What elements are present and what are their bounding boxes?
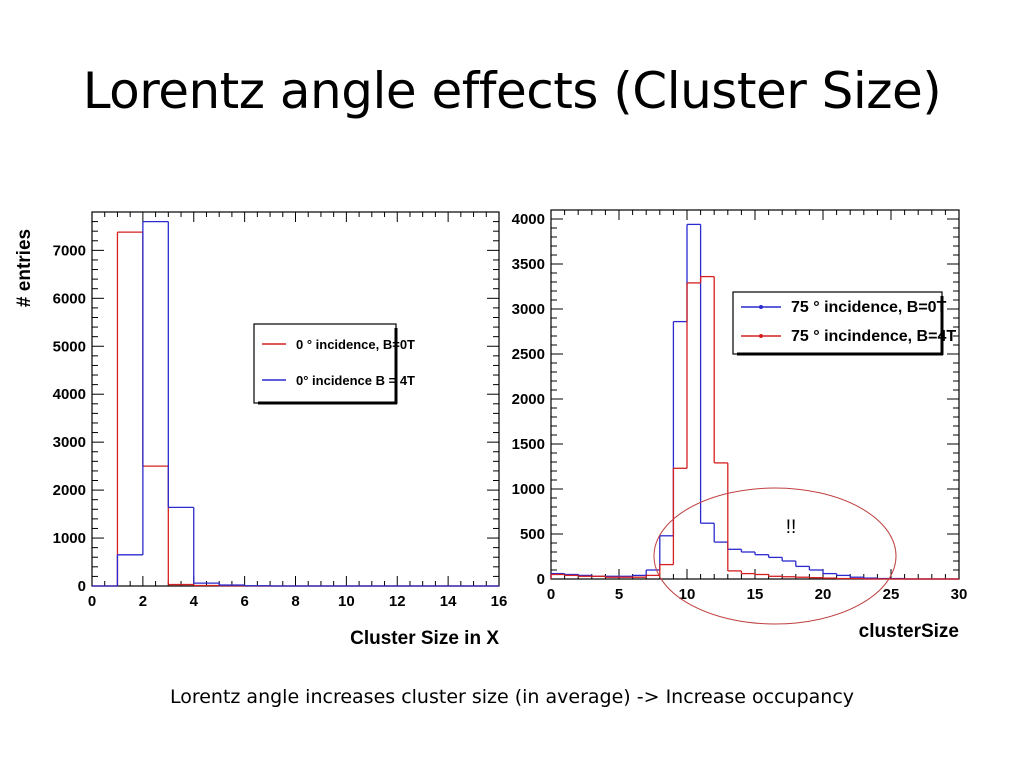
- y-tick-label: 3000: [512, 301, 545, 318]
- legend: 75 ° incidence, B=0T 75 ° incindence, B=4…: [732, 291, 956, 356]
- legend-box: [732, 291, 943, 355]
- y-tick-label: 3500: [512, 256, 545, 273]
- series-0: [550, 223, 959, 580]
- y-tick-label: 2000: [512, 391, 545, 408]
- x-tick-label: 25: [883, 586, 900, 603]
- x-tick-label: 14: [440, 593, 457, 610]
- y-tick-label: 0: [537, 571, 545, 588]
- slide-caption: Lorentz angle increases cluster size (in…: [169, 686, 855, 708]
- y-tick-label: 2500: [512, 346, 545, 363]
- x-tick-label: 4: [190, 593, 199, 610]
- x-axis-title: clusterSize: [859, 621, 959, 642]
- x-tick-label: 10: [679, 586, 696, 603]
- legend-label: 0 ° incidence, B=0T: [296, 337, 415, 352]
- slide-title: Lorentz angle effects (Cluster Size): [82, 62, 942, 120]
- x-tick-label: 0: [547, 586, 555, 603]
- x-tick-label: 10: [338, 593, 355, 610]
- y-tick-label: 1000: [53, 530, 86, 547]
- legend-marker: [759, 305, 763, 309]
- series-1: [550, 275, 959, 580]
- y-tick-label: 1500: [512, 436, 545, 453]
- legend-label: 0° incidence B = 4T: [296, 373, 415, 388]
- x-tick-label: 30: [951, 586, 968, 603]
- y-tick-label: 7000: [53, 242, 86, 259]
- x-tick-label: 8: [291, 593, 299, 610]
- annotation-text: !!: [786, 517, 797, 538]
- y-tick-label: 4000: [512, 211, 545, 228]
- legend-marker: [759, 334, 763, 338]
- x-tick-label: 15: [747, 586, 764, 603]
- x-tick-label: 6: [240, 593, 248, 610]
- y-tick-label: 0: [78, 578, 86, 595]
- x-tick-label: 0: [88, 593, 96, 610]
- x-tick-label: 12: [389, 593, 406, 610]
- legend-box: [253, 323, 397, 404]
- legend: 0 ° incidence, B=0T 0° incidence B = 4T: [253, 323, 415, 405]
- chart-left-cluster-size-x: 0 2 4 6 8 10 12 14 16 0 1000 2000 3000 4000 5000 6000 70…: [14, 211, 508, 649]
- y-tick-label: 500: [520, 526, 545, 543]
- x-axis-title: Cluster Size in X: [350, 628, 499, 649]
- y-tick-label: 6000: [53, 290, 86, 307]
- legend-label: 75 ° incidence, B=0T: [791, 299, 947, 316]
- y-tick-label: 3000: [53, 434, 86, 451]
- y-tick-label: 5000: [53, 338, 86, 355]
- plot-frame: [550, 209, 960, 580]
- x-tick-label: 2: [139, 593, 147, 610]
- chart-right-cluster-size: 0 5 10 15 20 25 30 0 500 1000 1500 2000 2500 3000 3500…: [512, 209, 968, 642]
- series-1: [92, 220, 499, 587]
- x-tick-label: 16: [491, 593, 508, 610]
- legend-label: 75 ° incindence, B=4T: [791, 328, 956, 345]
- x-tick-label: 20: [815, 586, 832, 603]
- y-tick-label: 1000: [512, 481, 545, 498]
- series-0: [92, 231, 499, 587]
- y-tick-label: 4000: [53, 386, 86, 403]
- y-axis-title: # entries: [14, 229, 35, 307]
- highlight-ellipse: [653, 487, 897, 625]
- x-tick-label: 5: [615, 586, 623, 603]
- y-tick-label: 2000: [53, 482, 86, 499]
